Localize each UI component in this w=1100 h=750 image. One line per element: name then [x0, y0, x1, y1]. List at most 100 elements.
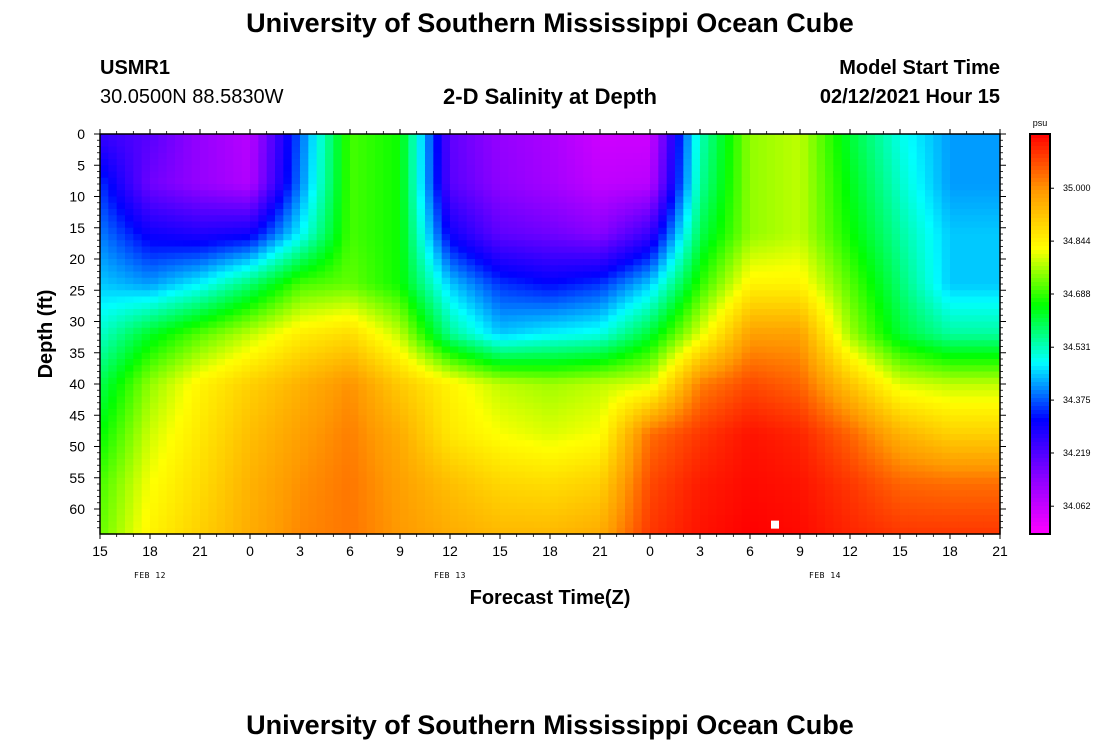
heatmap-cell [483, 346, 493, 354]
heatmap-cell [391, 365, 401, 373]
heatmap-cell [158, 302, 168, 310]
heatmap-cell [700, 227, 709, 235]
heatmap-cell [991, 221, 1001, 229]
heatmap-cell [700, 359, 709, 366]
heatmap-cell [233, 365, 243, 373]
heatmap-cell [700, 277, 709, 285]
heatmap-cell [666, 152, 676, 160]
heatmap-cell [616, 290, 626, 298]
heatmap-cell [425, 277, 434, 285]
heatmap-cell [166, 402, 176, 410]
heatmap-cell [983, 327, 993, 335]
heatmap-cell [308, 290, 318, 298]
heatmap-cell [366, 402, 376, 410]
heatmap-cell [233, 259, 243, 266]
heatmap-cell [183, 346, 193, 354]
heatmap-cell [975, 277, 984, 285]
heatmap-cell [825, 277, 834, 285]
heatmap-cell [633, 202, 643, 210]
heatmap-cell [991, 152, 1001, 160]
heatmap-cell [975, 390, 984, 398]
heatmap-cell [766, 221, 776, 229]
heatmap-cell [708, 240, 718, 248]
heatmap-cell [908, 246, 918, 254]
heatmap-cell [583, 215, 593, 223]
heatmap-cell [241, 209, 251, 216]
heatmap-cell [991, 196, 1001, 204]
heatmap-cell [658, 415, 668, 423]
heatmap-cell [516, 196, 526, 204]
heatmap-cell [150, 271, 159, 279]
heatmap-cell [350, 271, 359, 279]
heatmap-cell [816, 227, 826, 235]
heatmap-cell [233, 390, 243, 398]
heatmap-cell [133, 421, 143, 429]
heatmap-cell [125, 159, 134, 166]
heatmap-cell [275, 377, 284, 385]
heatmap-cell [800, 215, 809, 223]
heatmap-cell [541, 177, 551, 185]
heatmap-cell [166, 215, 176, 223]
heatmap-cell [175, 177, 184, 185]
heatmap-cell [225, 271, 234, 279]
heatmap-cell [808, 340, 818, 348]
heatmap-cell [583, 309, 593, 316]
heatmap-cell [375, 159, 384, 166]
heatmap-cell [575, 227, 584, 235]
heatmap-cell [550, 377, 559, 385]
heatmap-cell [841, 340, 851, 348]
heatmap-cell [116, 190, 126, 198]
heatmap-cell [675, 321, 684, 329]
heatmap-cell [858, 146, 868, 154]
heatmap-cell [483, 334, 493, 341]
heatmap-cell [216, 384, 226, 391]
heatmap-cell [408, 384, 418, 391]
heatmap-cell [516, 346, 526, 354]
heatmap-cell [833, 152, 843, 160]
heatmap-cell [850, 334, 859, 341]
heatmap-cell [825, 134, 834, 141]
heatmap-cell [791, 202, 801, 210]
heatmap-cell [966, 196, 976, 204]
heatmap-cell [358, 415, 368, 423]
heatmap-cell [158, 171, 168, 179]
heatmap-cell [116, 309, 126, 316]
heatmap-cell [800, 196, 809, 204]
heatmap-cell [583, 246, 593, 254]
heatmap-cell [358, 234, 368, 241]
heatmap-cell [341, 146, 351, 154]
heatmap-cell [258, 221, 268, 229]
heatmap-cell [108, 371, 118, 379]
heatmap-cell [791, 377, 801, 385]
heatmap-cell [416, 252, 426, 260]
heatmap-cell [441, 409, 451, 416]
heatmap-cell [250, 246, 259, 254]
heatmap-cell [833, 259, 843, 266]
heatmap-cell [108, 346, 118, 354]
heatmap-cell [733, 259, 743, 266]
heatmap-cell [441, 177, 451, 185]
heatmap-cell [441, 134, 451, 141]
heatmap-cell [741, 271, 751, 279]
heatmap-cell [750, 284, 759, 291]
heatmap-cell [516, 309, 526, 316]
heatmap-cell [225, 152, 234, 160]
heatmap-cell [425, 290, 434, 298]
heatmap-cell [791, 234, 801, 241]
heatmap-cell [825, 159, 834, 166]
heatmap-cell [766, 352, 776, 360]
heatmap-cell [916, 271, 926, 279]
heatmap-cell [800, 321, 809, 329]
heatmap-cell [891, 221, 901, 229]
heatmap-cell [858, 171, 868, 179]
heatmap-cell [366, 277, 376, 285]
heatmap-cell [716, 277, 726, 285]
heatmap-cell [850, 215, 859, 223]
heatmap-cell [125, 309, 134, 316]
heatmap-cell [316, 359, 326, 366]
heatmap-cell [483, 196, 493, 204]
heatmap-cell [600, 165, 609, 173]
heatmap-cell [125, 252, 134, 260]
heatmap-cell [125, 265, 134, 273]
heatmap-cell [766, 209, 776, 216]
